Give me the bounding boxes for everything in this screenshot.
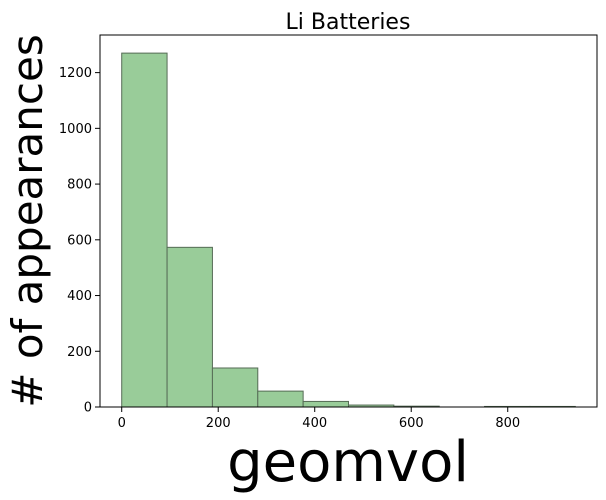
y-tick-label: 0: [84, 401, 92, 416]
y-tick-label: 800: [67, 178, 92, 193]
y-tick-label: 1200: [59, 66, 92, 81]
plot-frame: [99, 34, 598, 408]
x-tick-label: 400: [302, 416, 327, 431]
y-tick-label: 400: [67, 289, 92, 304]
x-axis: 0 200 400 600 800: [118, 407, 520, 431]
y-axis-label: # of appearances: [3, 34, 52, 407]
y-axis: 0 200 400 600 800 1000 1200: [59, 66, 100, 416]
histogram-bar: [257, 390, 304, 408]
chart-title: Li Batteries: [286, 10, 411, 35]
y-tick-label: 1000: [59, 122, 92, 137]
histogram-bar: [166, 246, 213, 408]
histogram-bar: [302, 400, 350, 408]
x-tick-label: 800: [495, 416, 520, 431]
y-tick-label: 600: [67, 233, 92, 248]
x-axis-label: geomvol: [227, 430, 469, 495]
x-tick-label: 0: [118, 416, 126, 431]
x-tick-label: 200: [206, 416, 231, 431]
histogram-bar: [121, 52, 168, 408]
histogram-bar: [211, 367, 259, 408]
x-tick-label: 600: [399, 416, 424, 431]
y-tick-label: 200: [67, 345, 92, 360]
bars-group: [121, 52, 576, 408]
